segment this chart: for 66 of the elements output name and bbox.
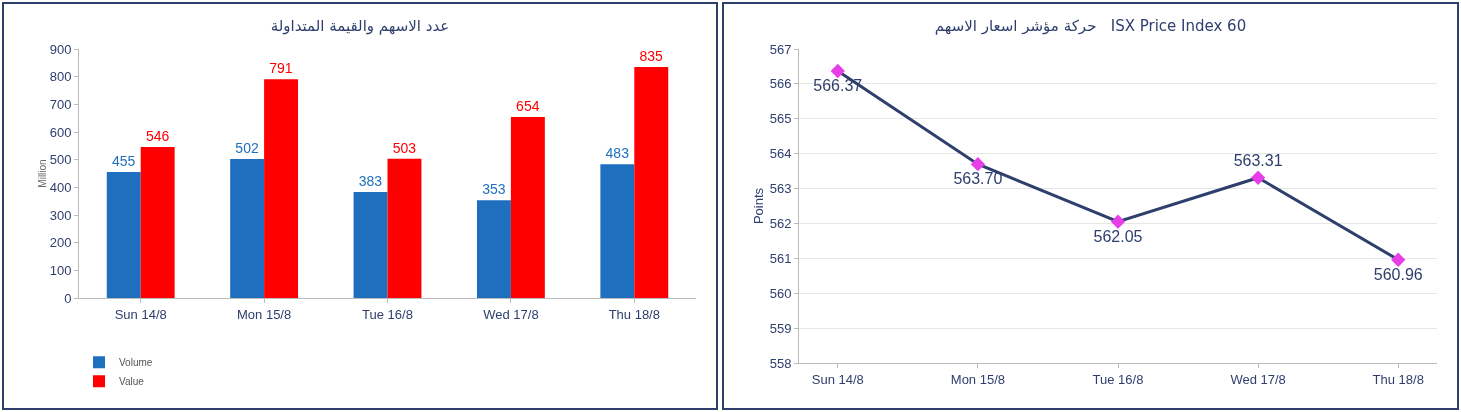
chart-title: حركة مؤشر اسعار الاسهم ISX Price Index 60 bbox=[934, 16, 1247, 35]
y-tick-label: 566 bbox=[769, 76, 792, 92]
y-tick-label: 800 bbox=[49, 69, 72, 85]
x-tick-label: Mon 15/8 bbox=[950, 371, 1005, 387]
bar bbox=[510, 117, 545, 298]
bar bbox=[264, 79, 299, 298]
data-label: 791 bbox=[269, 60, 293, 77]
bar bbox=[476, 200, 511, 298]
y-tick-label: 700 bbox=[49, 96, 72, 112]
legend-label: Volume bbox=[119, 357, 153, 369]
text: 566.37 bbox=[813, 76, 863, 94]
y-tick-label: 500 bbox=[49, 152, 72, 168]
y-axis-title: Points bbox=[751, 187, 766, 225]
y-tick-label: 564 bbox=[769, 146, 792, 162]
x-tick-label: Tue 16/8 bbox=[1092, 371, 1144, 387]
text: 563.31 bbox=[1233, 151, 1283, 169]
x-tick-label: Wed 17/8 bbox=[483, 306, 539, 322]
x-tick-label: Sun 14/8 bbox=[114, 306, 167, 322]
data-label: 835 bbox=[639, 47, 664, 64]
bar bbox=[353, 192, 388, 298]
data-label: 502 bbox=[235, 140, 259, 157]
text: 563.70 bbox=[953, 170, 1003, 188]
point bbox=[830, 63, 845, 79]
y-tick-label: 558 bbox=[769, 355, 792, 371]
y-tick-label: 0 bbox=[64, 290, 72, 306]
text: 560.96 bbox=[1373, 265, 1423, 283]
data-label: 503 bbox=[392, 139, 417, 156]
point bbox=[1391, 252, 1406, 267]
bar bbox=[634, 66, 669, 298]
chart-title: عدد الاسهم والقيمة المتداولة bbox=[270, 16, 450, 35]
data-label: 483 bbox=[605, 145, 630, 162]
y-tick-label: 565 bbox=[769, 111, 792, 127]
y-tick-label: 562 bbox=[769, 215, 792, 231]
legend-label: Value bbox=[119, 376, 145, 388]
bar bbox=[140, 146, 175, 298]
y-tick-label: 400 bbox=[49, 179, 72, 195]
data-label: 546 bbox=[145, 127, 170, 144]
y-tick-label: 567 bbox=[769, 41, 792, 57]
bar bbox=[387, 158, 422, 298]
y-tick-label: 200 bbox=[49, 235, 72, 251]
y-tick-label: 900 bbox=[49, 41, 72, 57]
y-tick-label: 600 bbox=[49, 124, 72, 140]
y-axis-title: Million bbox=[36, 159, 48, 188]
y-tick-label: 300 bbox=[49, 207, 72, 223]
y-tick-label: 100 bbox=[49, 262, 72, 278]
text: 562.05 bbox=[1093, 227, 1143, 245]
y-tick-label: 563 bbox=[769, 181, 792, 197]
bar bbox=[106, 172, 141, 298]
y-tick-label: 559 bbox=[769, 320, 792, 336]
x-tick-label: Thu 18/8 bbox=[608, 306, 660, 322]
x-tick-label: Mon 15/8 bbox=[237, 306, 292, 322]
point bbox=[970, 156, 986, 172]
x-tick-label: Tue 16/8 bbox=[362, 306, 413, 322]
bar bbox=[600, 164, 635, 298]
y-tick-label: 561 bbox=[769, 250, 792, 266]
y-tick-label: 560 bbox=[769, 285, 792, 301]
bar bbox=[230, 159, 265, 298]
x-tick-label: Wed 17/8 bbox=[1230, 371, 1286, 387]
x-tick-label: Thu 18/8 bbox=[1372, 371, 1424, 387]
data-label: 353 bbox=[482, 181, 506, 198]
data-label: 455 bbox=[111, 153, 136, 170]
point bbox=[1250, 170, 1266, 185]
x-tick-label: Sun 14/8 bbox=[811, 371, 864, 387]
data-label: 383 bbox=[358, 173, 383, 190]
data-label: 654 bbox=[516, 98, 540, 115]
point bbox=[1110, 214, 1126, 229]
